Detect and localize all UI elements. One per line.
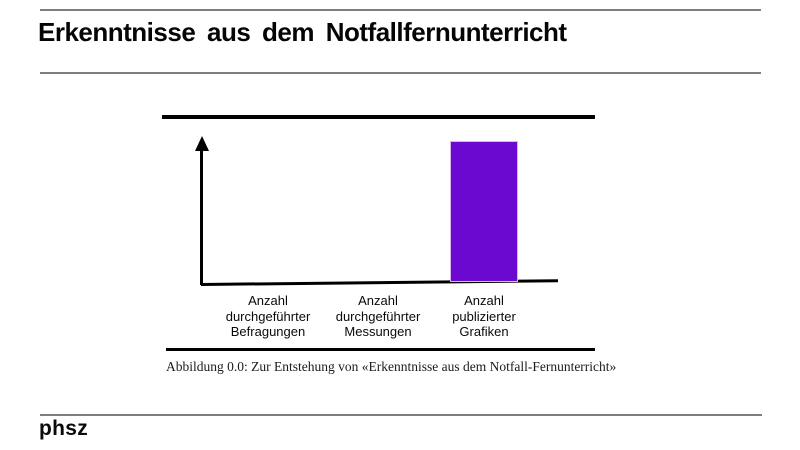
category-label-grafiken: Anzahl publizierter Grafiken <box>414 293 554 340</box>
phsz-logo: phsz <box>39 417 89 440</box>
category-label-line: publizierter <box>452 308 516 324</box>
category-label-line: Befragungen <box>230 324 306 339</box>
category-label-messungen: Anzahl durchgeführter Messungen <box>308 293 448 340</box>
category-label-line: Anzahl <box>464 293 504 308</box>
y-axis-arrow-icon <box>195 136 209 151</box>
category-label-line: Anzahl <box>248 293 288 308</box>
bar-grafiken <box>450 141 518 282</box>
category-label-line: Grafiken <box>459 324 509 339</box>
figure-rule-top <box>162 115 595 119</box>
header-rule-top <box>40 9 761 11</box>
footer-rule <box>40 414 762 416</box>
category-label-line: Anzahl <box>358 293 398 308</box>
figure-rule-bottom <box>166 348 595 351</box>
category-label-line: durchgeführter <box>225 308 311 324</box>
figure-caption: Abbildung 0.0: Zur Entstehung von «Erken… <box>166 359 617 374</box>
category-label-befragungen: Anzahl durchgeführter Befragungen <box>198 293 338 340</box>
category-label-line: durchgeführter <box>335 308 421 324</box>
y-axis <box>200 148 203 285</box>
header-rule-bottom <box>40 72 761 74</box>
slide-title: Erkenntnisse aus dem Notfallfernunterric… <box>38 17 567 47</box>
category-label-line: Messungen <box>344 324 412 339</box>
